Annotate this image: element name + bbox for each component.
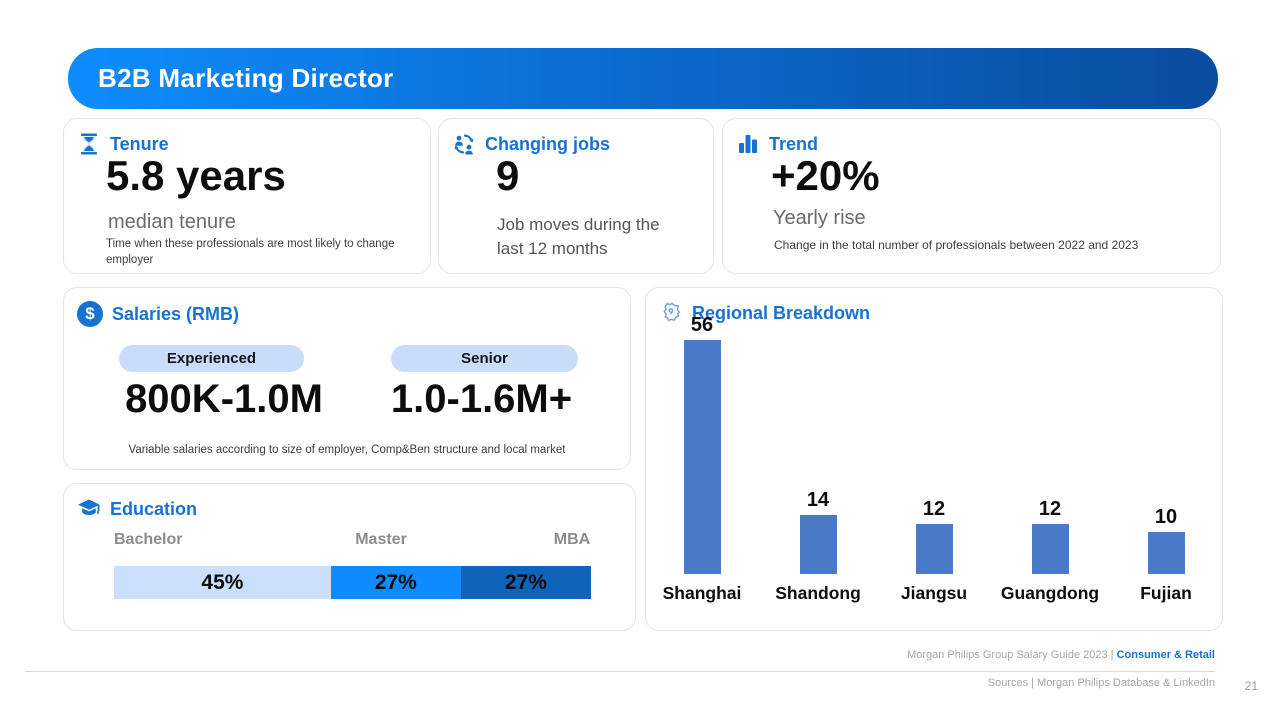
senior-pill: Senior: [391, 345, 578, 372]
bar-column: 12: [992, 314, 1108, 574]
tenure-card-header: Tenure: [77, 132, 169, 156]
changing-jobs-title: Changing jobs: [485, 133, 610, 154]
trend-value: +20%: [771, 152, 880, 199]
changing-jobs-card-header: Changing jobs: [452, 132, 610, 156]
regional-card-header: Regional Breakdown: [659, 301, 870, 325]
education-segment-value: 27%: [504, 570, 547, 594]
bar-value-label: 12: [1038, 498, 1062, 520]
bar-category-label: Shandong: [775, 583, 861, 603]
trend-title: Trend: [769, 133, 819, 154]
salaries-footnote: Variable salaries according to size of e…: [128, 444, 566, 456]
education-category-labels: Bachelor Master MBA: [64, 531, 635, 551]
bar-category-label: Shanghai: [662, 583, 742, 603]
changing-jobs-card: Changing jobs 9 Job moves during the las…: [438, 118, 714, 274]
education-category-label: MBA: [553, 531, 591, 548]
tenure-value: 5.8 years: [106, 152, 286, 199]
page-number: 21: [1244, 679, 1258, 693]
bar-value-label: 12: [922, 498, 946, 520]
regional-category-labels: Shanghai Shandong Jiangsu Guangdong Fujian: [644, 583, 1224, 604]
bar-category-label: Guangdong: [1000, 583, 1100, 603]
education-card-header: Education: [77, 497, 197, 521]
tenure-description: Time when these professionals are most l…: [106, 238, 395, 266]
education-segment: 27%: [330, 566, 461, 599]
bar: [799, 515, 837, 574]
footer-guide-line: Morgan Philips Group Salary Guide 2023 |…: [907, 649, 1215, 661]
bar-category-label: Jiangsu: [900, 583, 968, 603]
bar-value-label: 10: [1154, 506, 1178, 528]
regional-bar-chart: 56 14 12 12 10: [644, 314, 1224, 574]
trend-card: Trend +20% Yearly rise Change in the tot…: [722, 118, 1221, 274]
education-title: Education: [110, 498, 198, 519]
trend-subtitle: Yearly rise: [773, 207, 866, 229]
tenure-title: Tenure: [110, 133, 169, 154]
people-swap-icon: [452, 132, 476, 156]
education-card: Education Bachelor Master MBA 45% 27% 27%: [63, 483, 636, 631]
trend-card-header: Trend: [736, 132, 818, 156]
education-segment-value: 27%: [374, 570, 417, 594]
bar-column: 10: [1108, 314, 1224, 574]
bar-chart-icon: [736, 132, 760, 156]
bar: [1031, 524, 1069, 574]
map-pin-icon: [659, 301, 683, 325]
bar-column: 14: [760, 314, 876, 574]
changing-jobs-description: Job moves during the last 12 months: [497, 215, 660, 258]
education-stacked-bar: 45% 27% 27%: [114, 566, 591, 599]
footer-sources: Sources | Morgan Philips Database & Link…: [987, 677, 1215, 689]
page-title: B2B Marketing Director: [98, 63, 394, 93]
bar-value-label: 56: [690, 314, 714, 336]
salaries-title: Salaries (RMB): [112, 303, 240, 324]
tenure-card: Tenure 5.8 years median tenure Time when…: [63, 118, 431, 274]
changing-jobs-value: 9: [496, 152, 520, 199]
footer-divider: [25, 671, 1215, 672]
education-category-label: Bachelor: [114, 531, 183, 548]
bar: [1147, 532, 1185, 574]
salaries-card: $ Salaries (RMB) Experienced Senior 800K…: [63, 287, 631, 470]
hourglass-icon: [77, 132, 101, 156]
bar-category-label: Fujian: [1140, 583, 1192, 603]
bar-column: 56: [644, 314, 760, 574]
footer-guide-highlight: Consumer & Retail: [1116, 649, 1215, 661]
regional-title: Regional Breakdown: [692, 302, 871, 323]
dollar-icon: $: [77, 301, 103, 327]
education-category-label: Master: [355, 531, 407, 548]
education-segment: 27%: [460, 566, 591, 599]
salaries-card-header: $ Salaries (RMB): [77, 301, 239, 327]
trend-description: Change in the total number of profession…: [774, 238, 1139, 252]
experienced-pill: Experienced: [119, 345, 304, 372]
slide-header: B2B Marketing Director: [68, 48, 1218, 109]
tenure-subtitle: median tenure: [108, 211, 236, 233]
bar: [915, 524, 953, 574]
bar-column: 12: [876, 314, 992, 574]
senior-salary-range: 1.0-1.6M+: [390, 377, 573, 421]
bar: [683, 340, 721, 574]
bar-value-label: 14: [806, 489, 830, 511]
footer-guide-text: Morgan Philips Group Salary Guide 2023 |: [907, 649, 1114, 661]
senior-label: Senior: [461, 350, 508, 367]
regional-breakdown-card: Regional Breakdown 56 14 12 12 10 Shanghai Sh…: [645, 287, 1223, 631]
education-segment-value: 45%: [201, 570, 244, 594]
experienced-label: Experienced: [166, 350, 257, 367]
education-segment: 45%: [114, 566, 331, 599]
graduation-cap-icon: [77, 497, 101, 521]
experienced-salary-range: 800K-1.0M: [125, 377, 323, 421]
